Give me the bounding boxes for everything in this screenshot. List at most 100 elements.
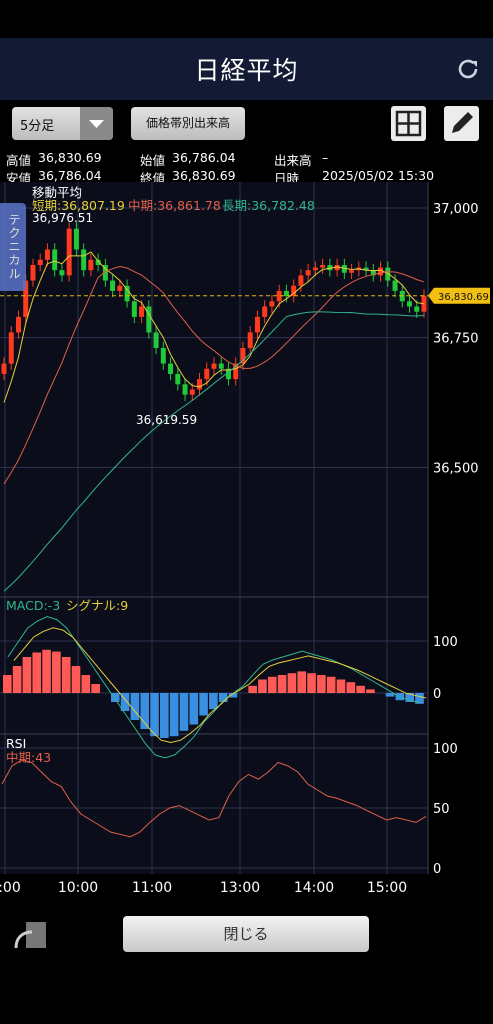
macd-bar [346,682,356,693]
macd-bar [12,666,22,693]
macd-bar [405,693,414,702]
macd-bar [130,693,140,720]
macd-bar [189,693,199,725]
candle [218,363,224,369]
macd-bar [336,679,346,693]
macd-bar [42,649,51,693]
candle [414,306,420,312]
macd-bar [81,675,91,693]
high-value: 36,830.69 [38,150,102,165]
candle [378,267,384,276]
macd-bar [277,675,287,693]
open-value: 36,786.04 [172,150,236,165]
candle [320,265,326,268]
candle [15,316,21,333]
ma-long-line [3,311,425,592]
macd-bar [366,689,375,693]
chart-background [0,182,428,874]
macd-bar [218,693,228,702]
rsi-tick-label: 50 [433,802,450,817]
candle [370,270,376,276]
close-button[interactable]: 閉じる [123,916,369,952]
back-icon[interactable] [12,918,48,952]
candle [204,368,210,380]
page-title: 日経平均 [194,56,299,85]
macd-bar [287,673,297,693]
candle [276,290,282,302]
ma-short-label: 短期:36,807.19 [32,198,125,213]
macd-bar [91,684,100,693]
candle [117,285,123,291]
candle [88,259,94,271]
candle [240,348,246,364]
candle [254,316,260,333]
candle [283,290,289,297]
candle [153,332,159,348]
rsi-title: RSI [6,736,26,751]
x-tick-label: 13:00 [220,880,260,896]
macd-bar [317,675,326,693]
macd-bar [160,693,169,738]
moving-averages [0,251,428,592]
candle [291,285,297,297]
layout-grid-button[interactable] [391,106,426,141]
candle [341,265,347,273]
macd-bar [140,693,150,729]
chevron-down-icon[interactable] [80,107,113,140]
macd-label: MACD:-3 [6,598,60,613]
rsi-mid-label: 中期:43 [6,750,51,765]
candle [327,265,333,271]
datetime-value: 2025/05/02 15:30 [322,168,435,183]
draw-button[interactable] [444,106,479,141]
candle [160,348,166,364]
candle [44,249,50,260]
macd-bar [52,651,61,693]
price-tick-label: 37,000 [433,202,479,217]
low-value: 36,786.04 [38,168,102,183]
candle [175,373,181,385]
rsi-line [1,759,427,838]
current-price-tag [428,287,490,304]
candle [363,267,369,271]
candle [124,285,130,302]
technical-tab[interactable]: テクニカル [0,203,26,291]
candle [305,270,311,276]
macd-bar [385,693,395,697]
candle [182,384,188,395]
ma-mid-label: 中期:36,861.78 [128,198,221,213]
close-value: 36,830.69 [172,168,236,183]
macd-bar [209,693,218,710]
macd-bar [61,657,71,693]
candle [247,332,253,348]
interval-label: 5分足 [20,119,55,134]
candle [407,301,413,307]
candle [81,249,87,271]
macd-bar [199,693,208,716]
refresh-icon[interactable] [455,56,481,82]
macd-bar [356,685,365,693]
current-price-value: 36,830.69 [438,292,489,303]
macd-bar [32,652,42,693]
low-annotation: 36,619.59 [136,413,197,427]
x-tick-label: 14:00 [294,880,334,896]
interval-select[interactable]: 5分足 [12,107,113,140]
macd-bar [228,693,238,698]
chart-toolbar: 5分足 価格帯別出来高 [0,100,493,146]
candle [59,270,65,276]
volume-value: – [322,150,329,165]
candle [189,389,195,395]
macd-tick-label: 100 [433,635,458,650]
macd-bar [169,693,179,737]
candle [168,363,174,374]
open-label: 始値 [140,153,166,168]
pencil-icon [452,112,473,133]
macd-bar [179,693,189,731]
rsi-tick-label: 0 [433,862,441,877]
candle [233,363,239,380]
macd-bar [22,657,32,693]
candle [95,259,101,265]
macd-bar [248,685,257,693]
volume-profile-button[interactable]: 価格帯別出来高 [131,107,245,140]
candle [131,301,137,317]
price-chart[interactable]: 9:00 10:00 11:00 13:00 14:00 15:00 37,000 36,75… [0,182,493,902]
